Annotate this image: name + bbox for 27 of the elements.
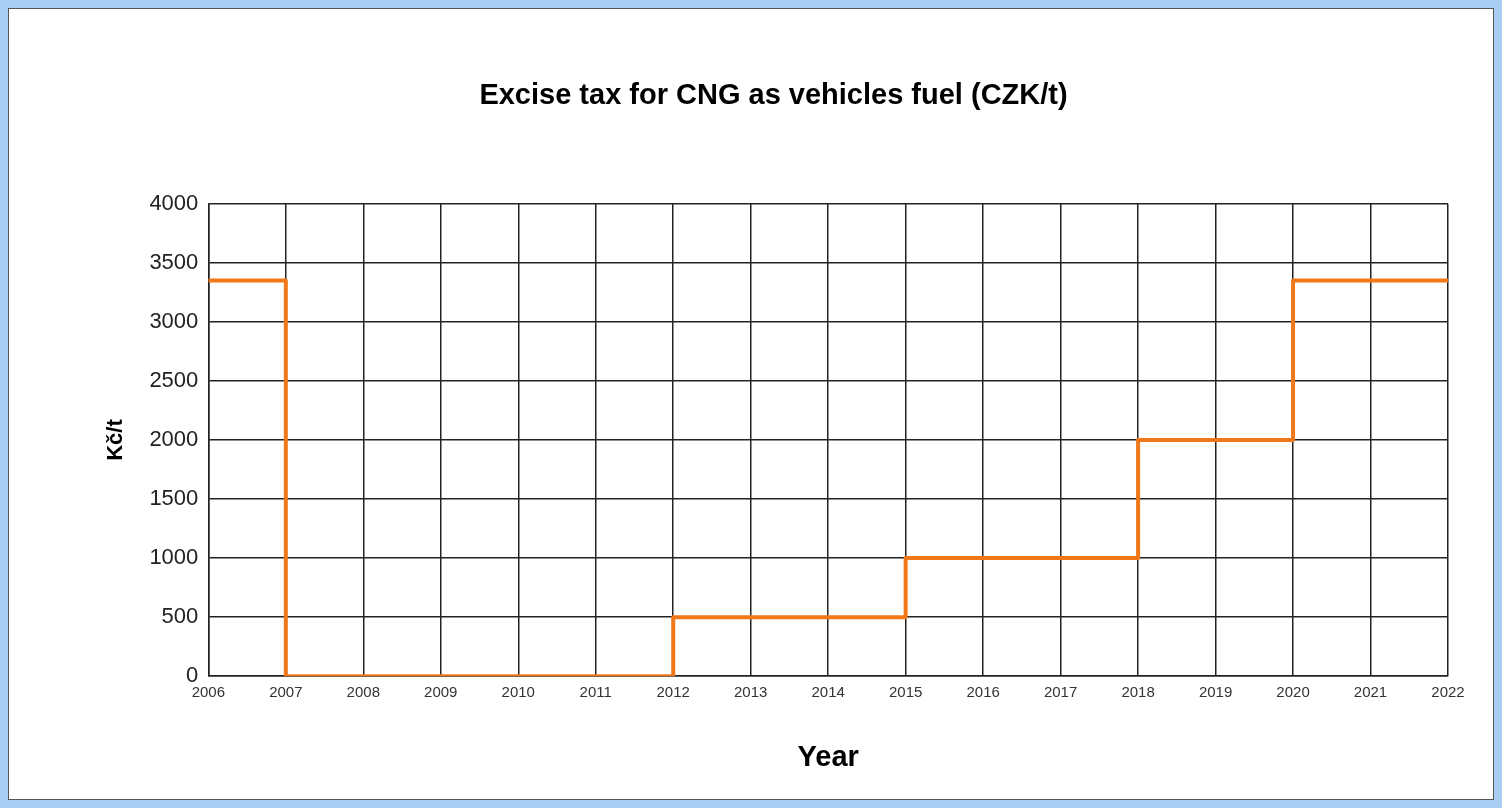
x-tick-label: 2022 [1431,683,1465,701]
x-tick-label: 2016 [966,683,1000,701]
x-tick-label: 2021 [1353,683,1388,701]
x-tick-label: 2017 [1043,683,1078,701]
y-axis-title: Kč/t [102,418,128,461]
x-tick-label: 2007 [269,683,303,701]
x-tick-label: 2020 [1276,683,1310,701]
y-tick-label: 500 [161,603,199,629]
x-tick-label: 2015 [888,683,923,701]
x-tick-label: 2011 [579,683,612,701]
y-tick-label: 3500 [149,248,199,274]
x-tick-label: 2010 [501,683,535,701]
y-tick-label: 1000 [149,544,199,570]
y-tick-label: 2000 [149,426,199,452]
x-tick-label: 2014 [811,683,845,701]
chart-title: Excise tax for CNG as vehicles fuel (CZK/t) [479,78,1068,111]
x-tick-label: 2018 [1121,683,1155,701]
x-axis-title: Year [797,739,859,772]
x-tick-label: 2008 [346,683,380,701]
x-tick-label: 2012 [656,683,690,701]
x-tick-label: 2013 [734,683,768,701]
y-tick-label: 3000 [149,307,199,333]
y-tick-label: 4000 [149,189,199,215]
x-tick-label: 2019 [1198,683,1233,701]
y-tick-label: 1500 [149,485,199,511]
y-tick-label: 2500 [149,367,199,393]
x-tick-label: 2009 [424,683,458,701]
